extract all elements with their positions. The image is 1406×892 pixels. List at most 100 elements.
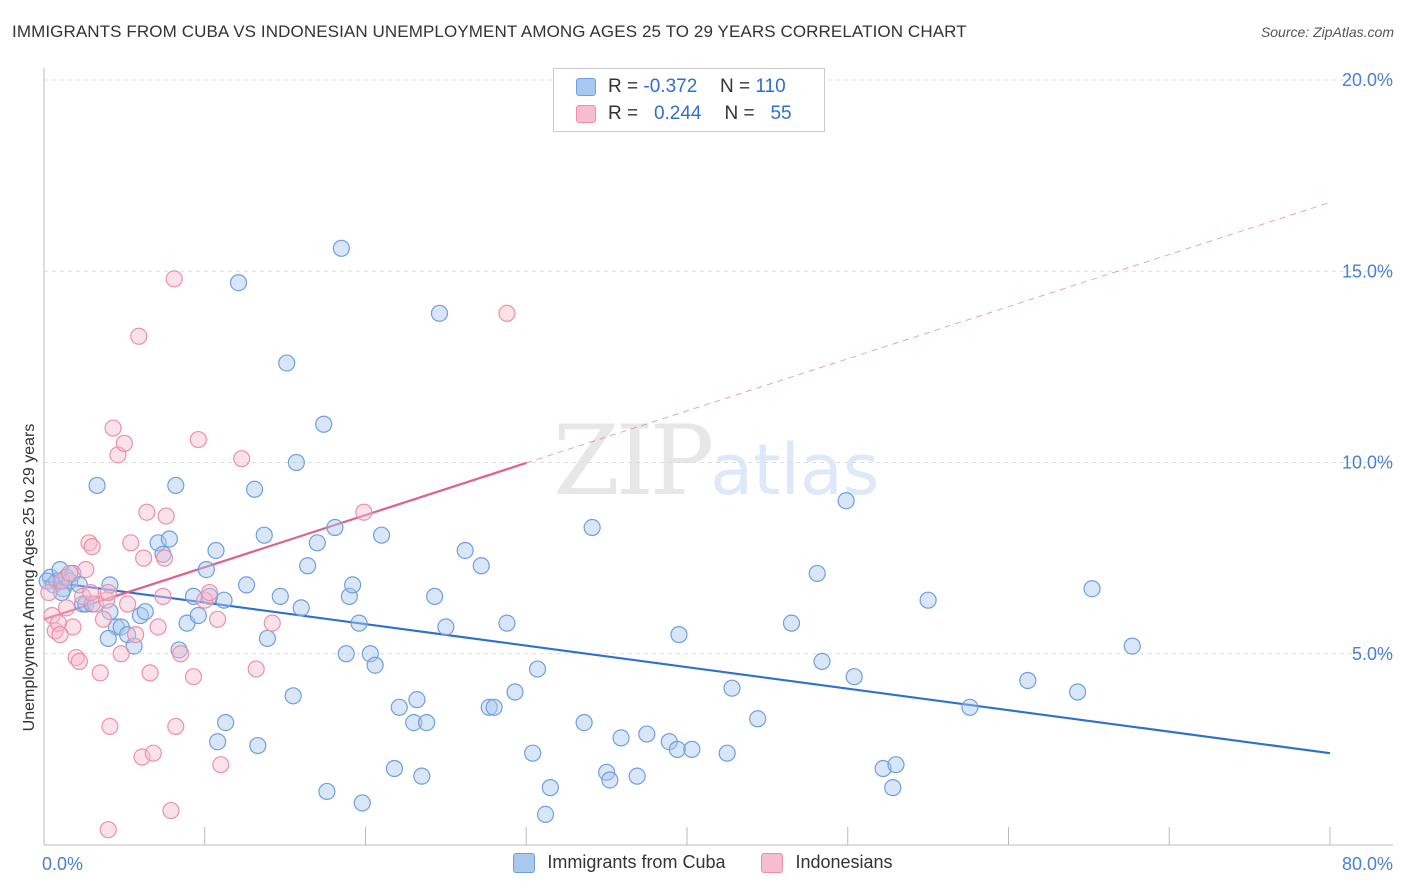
cuba-point [136, 603, 154, 621]
cuba-point [887, 756, 905, 774]
cuba-point [249, 736, 267, 755]
cuba-point [160, 530, 178, 548]
legend-r-value: -0.372 [643, 76, 698, 97]
cuba-point [437, 618, 455, 636]
cuba-point [245, 480, 264, 498]
cuba-point [683, 740, 701, 758]
cuba-point [808, 564, 826, 583]
axes [43, 68, 1393, 846]
indonesian-point [135, 549, 153, 567]
cuba-point [638, 725, 656, 743]
indonesian-point [115, 434, 133, 452]
cuba-point [292, 599, 310, 617]
y-axis-label: Unemployment Among Ages 25 to 29 years [21, 424, 38, 732]
cuba-point [197, 560, 215, 579]
cuba-point [408, 691, 426, 709]
cuba-point [271, 587, 289, 605]
indonesian-point [233, 450, 251, 468]
cuba-point [88, 476, 106, 495]
cuba-point [583, 518, 601, 537]
cuba-point [318, 782, 336, 801]
cuba-point [612, 729, 630, 747]
cuba-point [874, 759, 892, 778]
indonesian-point [247, 660, 265, 678]
legend-r-value: 0.244 [653, 103, 702, 124]
cuba-point [1069, 683, 1087, 701]
legend-n-label: N = [719, 76, 751, 97]
cuba-point [315, 415, 333, 433]
indonesian-point [498, 304, 516, 322]
indonesian-trend-extension [526, 201, 1331, 464]
x-tick-label: 80.0% [1342, 854, 1393, 874]
cuba-point [255, 526, 273, 544]
cuba-point [278, 354, 296, 372]
indonesian-point [118, 595, 137, 613]
indonesian-point [172, 645, 190, 663]
cuba-point [480, 698, 498, 716]
cuba-point [350, 614, 368, 632]
indonesian-point [104, 419, 122, 437]
cuba-point [189, 606, 207, 625]
indonesian-trend-line [43, 461, 527, 621]
cuba-point [229, 274, 248, 292]
series-legend: Immigrants from Cuba Indonesians [0, 852, 1406, 873]
cuba-point [961, 698, 979, 716]
cuba-point [919, 591, 937, 609]
cuba-point [845, 668, 863, 686]
chart-title: IMMIGRANTS FROM CUBA VS INDONESIAN UNEMP… [12, 22, 967, 41]
indonesian-point [73, 587, 92, 605]
cuba-point [668, 740, 686, 758]
cuba-point [782, 614, 801, 632]
cuba-point [299, 557, 317, 575]
chart-source: Source: ZipAtlas.com [1260, 24, 1394, 40]
cuba-point [167, 476, 185, 495]
cuba-point [284, 687, 302, 705]
series-label-indonesians: Indonesians [795, 852, 893, 872]
legend-n-label: N = [724, 103, 755, 124]
indonesian-point [40, 583, 58, 602]
cuba-point [536, 805, 555, 824]
correlation-legend: R = -0.372 N = 110 R = 0.244 N = 55 [553, 68, 825, 132]
indonesian-point [184, 668, 203, 686]
indonesian-point [155, 549, 174, 567]
cuba-point [430, 304, 449, 322]
indonesian-point [212, 756, 230, 774]
cuba-trend-line [43, 579, 1331, 755]
cuba-point [385, 759, 404, 778]
indonesian-point [154, 587, 172, 605]
legend-r-label: R = [608, 103, 639, 124]
indonesian-point [61, 564, 79, 583]
cuba-point [723, 679, 741, 697]
indonesian-point [133, 748, 151, 766]
indonesian-point [99, 821, 117, 839]
cuba-point [601, 771, 619, 789]
cuba-point [670, 626, 688, 644]
indonesian-point [149, 618, 167, 636]
cuba-point [718, 744, 736, 762]
x-tick-label: 0.0% [42, 854, 83, 874]
indonesian-point [101, 717, 119, 736]
cuba-point [217, 713, 235, 732]
cuba-point [209, 733, 227, 751]
cuba-point [575, 713, 593, 732]
indonesian-point [51, 626, 69, 644]
y-tick-label: 15.0% [1342, 261, 1393, 281]
cuba-point [813, 652, 831, 671]
cuba-point [207, 541, 225, 560]
indonesian-point [138, 503, 156, 521]
indonesian-point [209, 610, 227, 628]
cuba-point [1123, 637, 1141, 655]
cuba-point [413, 767, 431, 785]
indonesian-point [99, 583, 117, 602]
cuba-point [456, 541, 474, 560]
series-legend-indonesians[interactable]: Indonesians [761, 852, 893, 873]
cuba-point [372, 526, 391, 544]
indonesian-point [355, 503, 373, 521]
cuba-point [749, 710, 767, 728]
indonesian-point [91, 664, 109, 682]
series-legend-cuba[interactable]: Immigrants from Cuba [513, 852, 725, 873]
cuba-point [541, 779, 559, 797]
series-label-cuba: Immigrants from Cuba [547, 852, 726, 872]
indonesian-point [64, 618, 82, 636]
